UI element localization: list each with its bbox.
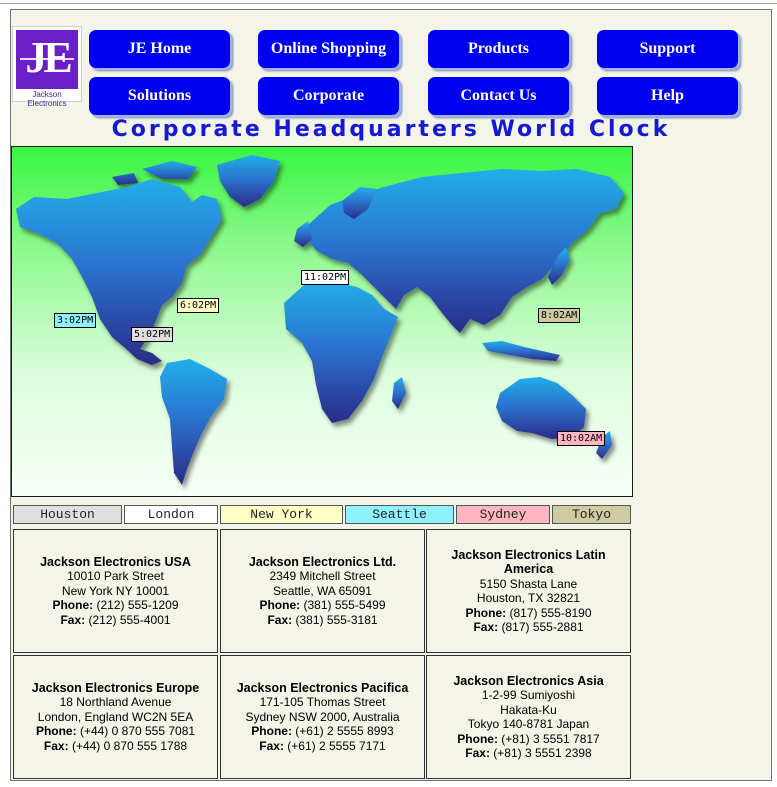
office-address-line1: 10010 Park Street [67, 569, 164, 584]
world-map-graphic [16, 155, 624, 485]
south-america-shape [160, 359, 227, 485]
map-time-london: 11:02PM [301, 270, 350, 285]
madagascar-shape [392, 377, 406, 409]
world-map: 11:02PM 6:02PM 3:02PM 5:02PM 8:02AM 10:0… [11, 146, 633, 497]
office-fax: Fax: (817) 555-2881 [473, 620, 584, 634]
office-address-line2: Houston, TX 32821 [476, 591, 581, 605]
office-phone: Phone: (+44) 0 870 555 7081 [35, 724, 196, 739]
top-rule [0, 3, 777, 4]
british-isles-shape [294, 221, 312, 247]
office-phone: Phone: (+61) 2 5555 8993 [251, 724, 394, 739]
office-name: Jackson Electronics Pacifica [236, 680, 409, 695]
page-title: Corporate Headquarters World Clock [111, 117, 671, 142]
office-phone: Phone: (+81) 3 5551 7817 [457, 731, 600, 746]
office-address-line2: New York NY 10001 [61, 583, 170, 598]
office-address-line1: 18 Northland Avenue [59, 695, 172, 710]
greenland-shape [217, 155, 280, 207]
city-button-seattle[interactable]: Seattle [345, 505, 454, 524]
logo-caption: Jackson Electronics [27, 90, 67, 108]
office-address-line1: 1-2-99 Sumiyoshi [481, 688, 576, 702]
office-address-line2: London, England WC2N 5EA [37, 709, 194, 724]
nav-je-home-button[interactable]: JE Home [89, 30, 230, 68]
arctic-islands-shape [112, 161, 197, 185]
office-fax: Fax: (212) 555-4001 [60, 612, 171, 627]
office-name: Jackson Electronics USA [40, 554, 191, 569]
indonesia-shape [482, 341, 560, 361]
nav-online-shopping-button[interactable]: Online Shopping [258, 30, 399, 68]
nav-solutions-button[interactable]: Solutions [89, 77, 230, 115]
city-button-new-york[interactable]: New York [220, 505, 343, 524]
office-card-europe: Jackson Electronics Europe 18 Northland … [13, 655, 218, 779]
logo-mark: JE [16, 30, 78, 89]
office-fax: Fax: (+61) 2 5555 7171 [259, 738, 386, 753]
map-time-new-york: 6:02PM [177, 298, 220, 313]
company-logo[interactable]: JE Jackson Electronics [12, 26, 82, 108]
office-address-line1: 2349 Mitchell Street [269, 569, 376, 584]
nav-help-button[interactable]: Help [597, 77, 738, 115]
africa-shape [284, 281, 398, 423]
office-name: Jackson Electronics Asia [453, 673, 604, 688]
office-address-line2: Seattle, WA 65091 [273, 583, 372, 598]
australia-shape [496, 377, 586, 439]
map-time-houston: 5:02PM [131, 327, 174, 342]
map-time-seattle: 3:02PM [54, 313, 97, 328]
japan-shape [548, 247, 570, 285]
logo-mark-text: JE [25, 33, 72, 82]
office-fax: Fax: (+44) 0 870 555 1788 [43, 738, 188, 753]
city-button-tokyo[interactable]: Tokyo [552, 505, 631, 524]
office-fax: Fax: (+81) 3 5551 2398 [465, 746, 592, 760]
nav-corporate-button[interactable]: Corporate [258, 77, 399, 115]
office-card-asia: Jackson Electronics Asia 1-2-99 Sumiyosh… [426, 655, 631, 779]
office-phone: Phone: (817) 555-8190 [465, 605, 592, 620]
office-fax: Fax: (381) 555-3181 [267, 612, 378, 627]
nav-products-button[interactable]: Products [428, 30, 569, 68]
nav-support-button[interactable]: Support [597, 30, 738, 68]
office-name: Jackson Electronics Ltd. [248, 554, 397, 569]
eurasia-shape [308, 169, 624, 333]
office-name: Jackson Electronics Latin America [451, 547, 606, 577]
office-address-line2: Sydney NSW 2000, Australia [245, 709, 400, 724]
map-time-tokyo: 8:02AM [538, 308, 581, 323]
north-america-shape [16, 179, 222, 365]
map-time-sydney: 10:02AM [557, 431, 606, 446]
office-phone: Phone: (381) 555-5499 [259, 598, 386, 613]
office-phone: Phone: (212) 555-1209 [52, 598, 179, 613]
office-card-pacifica: Jackson Electronics Pacifica 171-105 Tho… [220, 655, 425, 779]
city-button-london[interactable]: London [124, 505, 218, 524]
office-name: Jackson Electronics Europe [31, 680, 200, 695]
office-address-line1b: Hakata-Ku [500, 702, 557, 717]
office-address-line1: 5150 Shasta Lane [479, 576, 578, 591]
scandinavia-shape [342, 187, 377, 219]
office-card-usa: Jackson Electronics USA 10010 Park Stree… [13, 529, 218, 653]
office-card-ltd: Jackson Electronics Ltd. 2349 Mitchell S… [220, 529, 425, 653]
city-button-sydney[interactable]: Sydney [456, 505, 550, 524]
office-address-line1: 171-105 Thomas Street [259, 695, 386, 710]
nav-contact-us-button[interactable]: Contact Us [428, 77, 569, 115]
city-button-houston[interactable]: Houston [13, 505, 122, 524]
office-card-latin-america: Jackson Electronics Latin America 5150 S… [426, 529, 631, 653]
office-address-line2: Tokyo 140-8781 Japan [467, 717, 590, 731]
